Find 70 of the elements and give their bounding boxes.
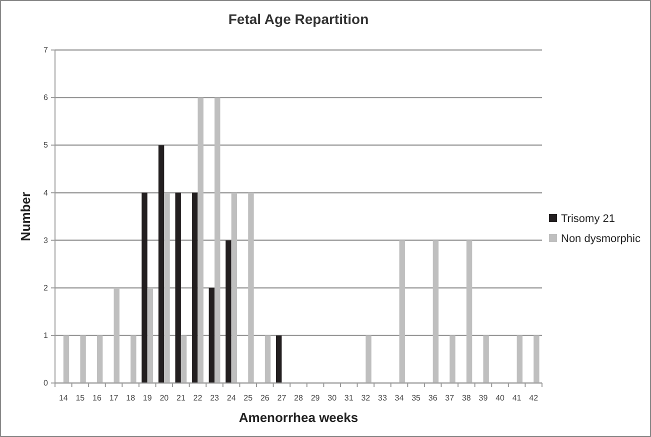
bar — [175, 192, 181, 383]
bar — [63, 335, 70, 383]
bar — [130, 335, 136, 383]
x-tick-label: 22 — [193, 394, 203, 403]
legend-label: Trisomy 21 — [561, 213, 615, 225]
x-tick-label: 34 — [394, 394, 404, 403]
bar — [164, 192, 170, 383]
x-tick-label: 29 — [310, 394, 320, 403]
y-tick-label: 2 — [44, 283, 49, 292]
x-tick-label: 18 — [126, 394, 136, 403]
bar — [466, 240, 472, 383]
x-tick-label: 39 — [478, 394, 488, 403]
bar — [180, 335, 187, 383]
bar — [142, 192, 148, 383]
x-tick-label: 38 — [462, 394, 472, 403]
bar — [147, 288, 154, 383]
y-tick-label: 3 — [44, 236, 49, 245]
x-tick-label: 41 — [512, 394, 522, 403]
x-tick-label: 21 — [176, 394, 186, 403]
x-tick-label: 16 — [92, 394, 102, 403]
bar — [450, 335, 456, 383]
bar — [399, 240, 405, 383]
y-tick-label: 1 — [44, 330, 49, 340]
y-tick-label: 7 — [44, 46, 49, 55]
bar — [231, 192, 238, 383]
x-tick-label: 42 — [529, 394, 539, 403]
x-tick-label: 36 — [428, 394, 438, 403]
y-axis-title: Number — [18, 192, 33, 242]
x-tick-label: 33 — [378, 394, 388, 403]
x-tick-label: 15 — [76, 394, 86, 403]
x-tick-label: 24 — [226, 394, 236, 403]
bar — [432, 240, 439, 383]
x-tick-label: 26 — [260, 394, 270, 403]
bar — [192, 192, 198, 383]
y-tick-label: 0 — [44, 378, 49, 388]
bar — [158, 145, 164, 383]
bar — [483, 335, 489, 383]
bar — [198, 98, 204, 383]
bar — [248, 192, 254, 383]
bar — [214, 98, 220, 383]
y-tick-label: 6 — [44, 93, 49, 102]
y-tick-label: 5 — [44, 140, 49, 150]
x-tick-label: 20 — [160, 394, 170, 403]
bar — [534, 335, 540, 383]
x-tick-label: 28 — [294, 394, 304, 403]
x-tick-label: 30 — [328, 394, 338, 403]
x-axis-title: Amenorrhea weeks — [238, 410, 358, 425]
x-tick-label: 14 — [58, 394, 68, 403]
bar — [80, 335, 86, 383]
chart-title: Fetal Age Repartition — [228, 11, 369, 27]
bar — [276, 335, 282, 383]
x-tick-label: 27 — [277, 394, 287, 403]
bar — [208, 288, 215, 383]
legend-label: Non dysmorphic — [561, 233, 641, 245]
x-tick-label: 25 — [244, 394, 254, 403]
bar — [96, 335, 103, 383]
bar — [516, 335, 523, 383]
x-tick-label: 37 — [445, 394, 455, 403]
x-tick-label: 35 — [412, 394, 422, 403]
x-tick-label: 23 — [210, 394, 220, 403]
x-tick-label: 17 — [109, 394, 119, 403]
x-tick-label: 19 — [142, 394, 152, 403]
y-tick-label: 4 — [44, 188, 49, 198]
x-tick-label: 31 — [344, 394, 354, 403]
bar — [366, 335, 372, 383]
x-tick-label: 32 — [361, 394, 371, 403]
bar — [264, 335, 271, 383]
x-tick-label: 40 — [496, 394, 506, 403]
bar — [114, 288, 120, 383]
bar — [226, 240, 232, 383]
